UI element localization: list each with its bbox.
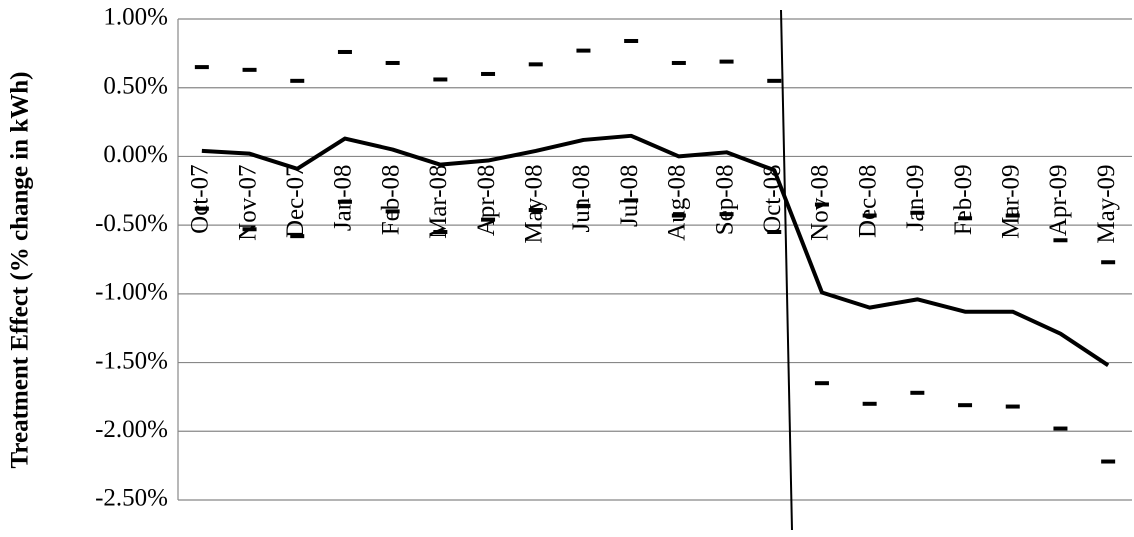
ci-marker: [1053, 426, 1068, 431]
x-tick-label: Feb-08: [377, 164, 404, 235]
ci-marker: [576, 48, 591, 53]
ci-marker: [528, 62, 543, 67]
ci-marker: [624, 38, 639, 43]
y-tick-label: -2.00%: [95, 416, 168, 443]
ci-marker: [814, 202, 829, 207]
y-axis-title: Treatment Effect (% change in kWh): [7, 72, 34, 469]
ci-marker: [958, 403, 973, 408]
ci-marker: [1101, 260, 1116, 265]
ci-marker: [290, 234, 305, 239]
y-tick-label: -2.50%: [95, 485, 168, 512]
x-tick-label: Jun-08: [568, 164, 595, 232]
ci-marker: [719, 212, 734, 217]
ci-marker: [242, 227, 257, 232]
ci-marker: [767, 230, 782, 235]
x-tick-label: Jan-08: [330, 164, 357, 231]
data-line: [201, 133, 1110, 367]
ci-marker: [624, 198, 639, 203]
ci-marker: [337, 49, 352, 54]
x-tick-label: Dec-08: [854, 164, 881, 238]
ci-marker: [814, 381, 829, 386]
ci-marker: [671, 213, 686, 218]
ci-marker: [1053, 238, 1068, 243]
x-tick-label: Jan-09: [902, 164, 929, 231]
x-tick-label: Mar-09: [997, 164, 1024, 238]
x-tick-label: Dec-07: [282, 164, 309, 238]
x-tick-label: Jul-08: [616, 164, 643, 227]
ci-marker: [958, 216, 973, 221]
x-tick-label: Apr-08: [473, 164, 500, 236]
x-tick-label: Sep-08: [711, 164, 738, 235]
ci-marker: [242, 67, 257, 72]
y-tick-label: 1.00%: [103, 4, 168, 31]
ci-marker: [481, 71, 496, 76]
ci-marker: [528, 208, 543, 213]
y-tick-label: 0.00%: [103, 141, 168, 168]
ci-marker: [910, 210, 925, 215]
y-tick-label: 0.50%: [103, 72, 168, 99]
x-tick-label: May-08: [520, 164, 547, 243]
ci-marker: [194, 65, 209, 70]
ci-marker: [385, 209, 400, 214]
y-tick-label: -0.50%: [95, 210, 168, 237]
x-tick-label: Apr-09: [1045, 164, 1072, 236]
ci-marker: [862, 213, 877, 218]
ci-marker: [671, 60, 686, 65]
ci-marker: [290, 78, 305, 83]
ci-marker: [1005, 404, 1020, 409]
ci-marker: [385, 60, 400, 65]
ci-marker: [433, 230, 448, 235]
ci-marker: [194, 206, 209, 211]
ci-marker: [337, 199, 352, 204]
ci-marker: [433, 77, 448, 82]
x-tick-label: Oct-08: [759, 164, 786, 233]
x-tick-label: Feb-09: [950, 164, 977, 235]
x-tick-label: Mar-08: [425, 164, 452, 238]
x-tick-label: Oct-07: [187, 164, 214, 233]
x-tick-label: Aug-08: [664, 164, 691, 240]
ci-marker: [1101, 459, 1116, 464]
y-tick-label: -1.00%: [95, 279, 168, 306]
ci-marker: [576, 203, 591, 208]
ci-marker: [1005, 213, 1020, 218]
ci-marker: [481, 217, 496, 222]
x-tick-label: May-09: [1093, 164, 1120, 243]
ci-marker: [910, 390, 925, 395]
ci-marker: [719, 59, 734, 64]
ci-marker: [767, 78, 782, 83]
y-tick-label: -1.50%: [95, 347, 168, 374]
event-line: [780, 9, 793, 531]
ci-marker: [862, 401, 877, 406]
